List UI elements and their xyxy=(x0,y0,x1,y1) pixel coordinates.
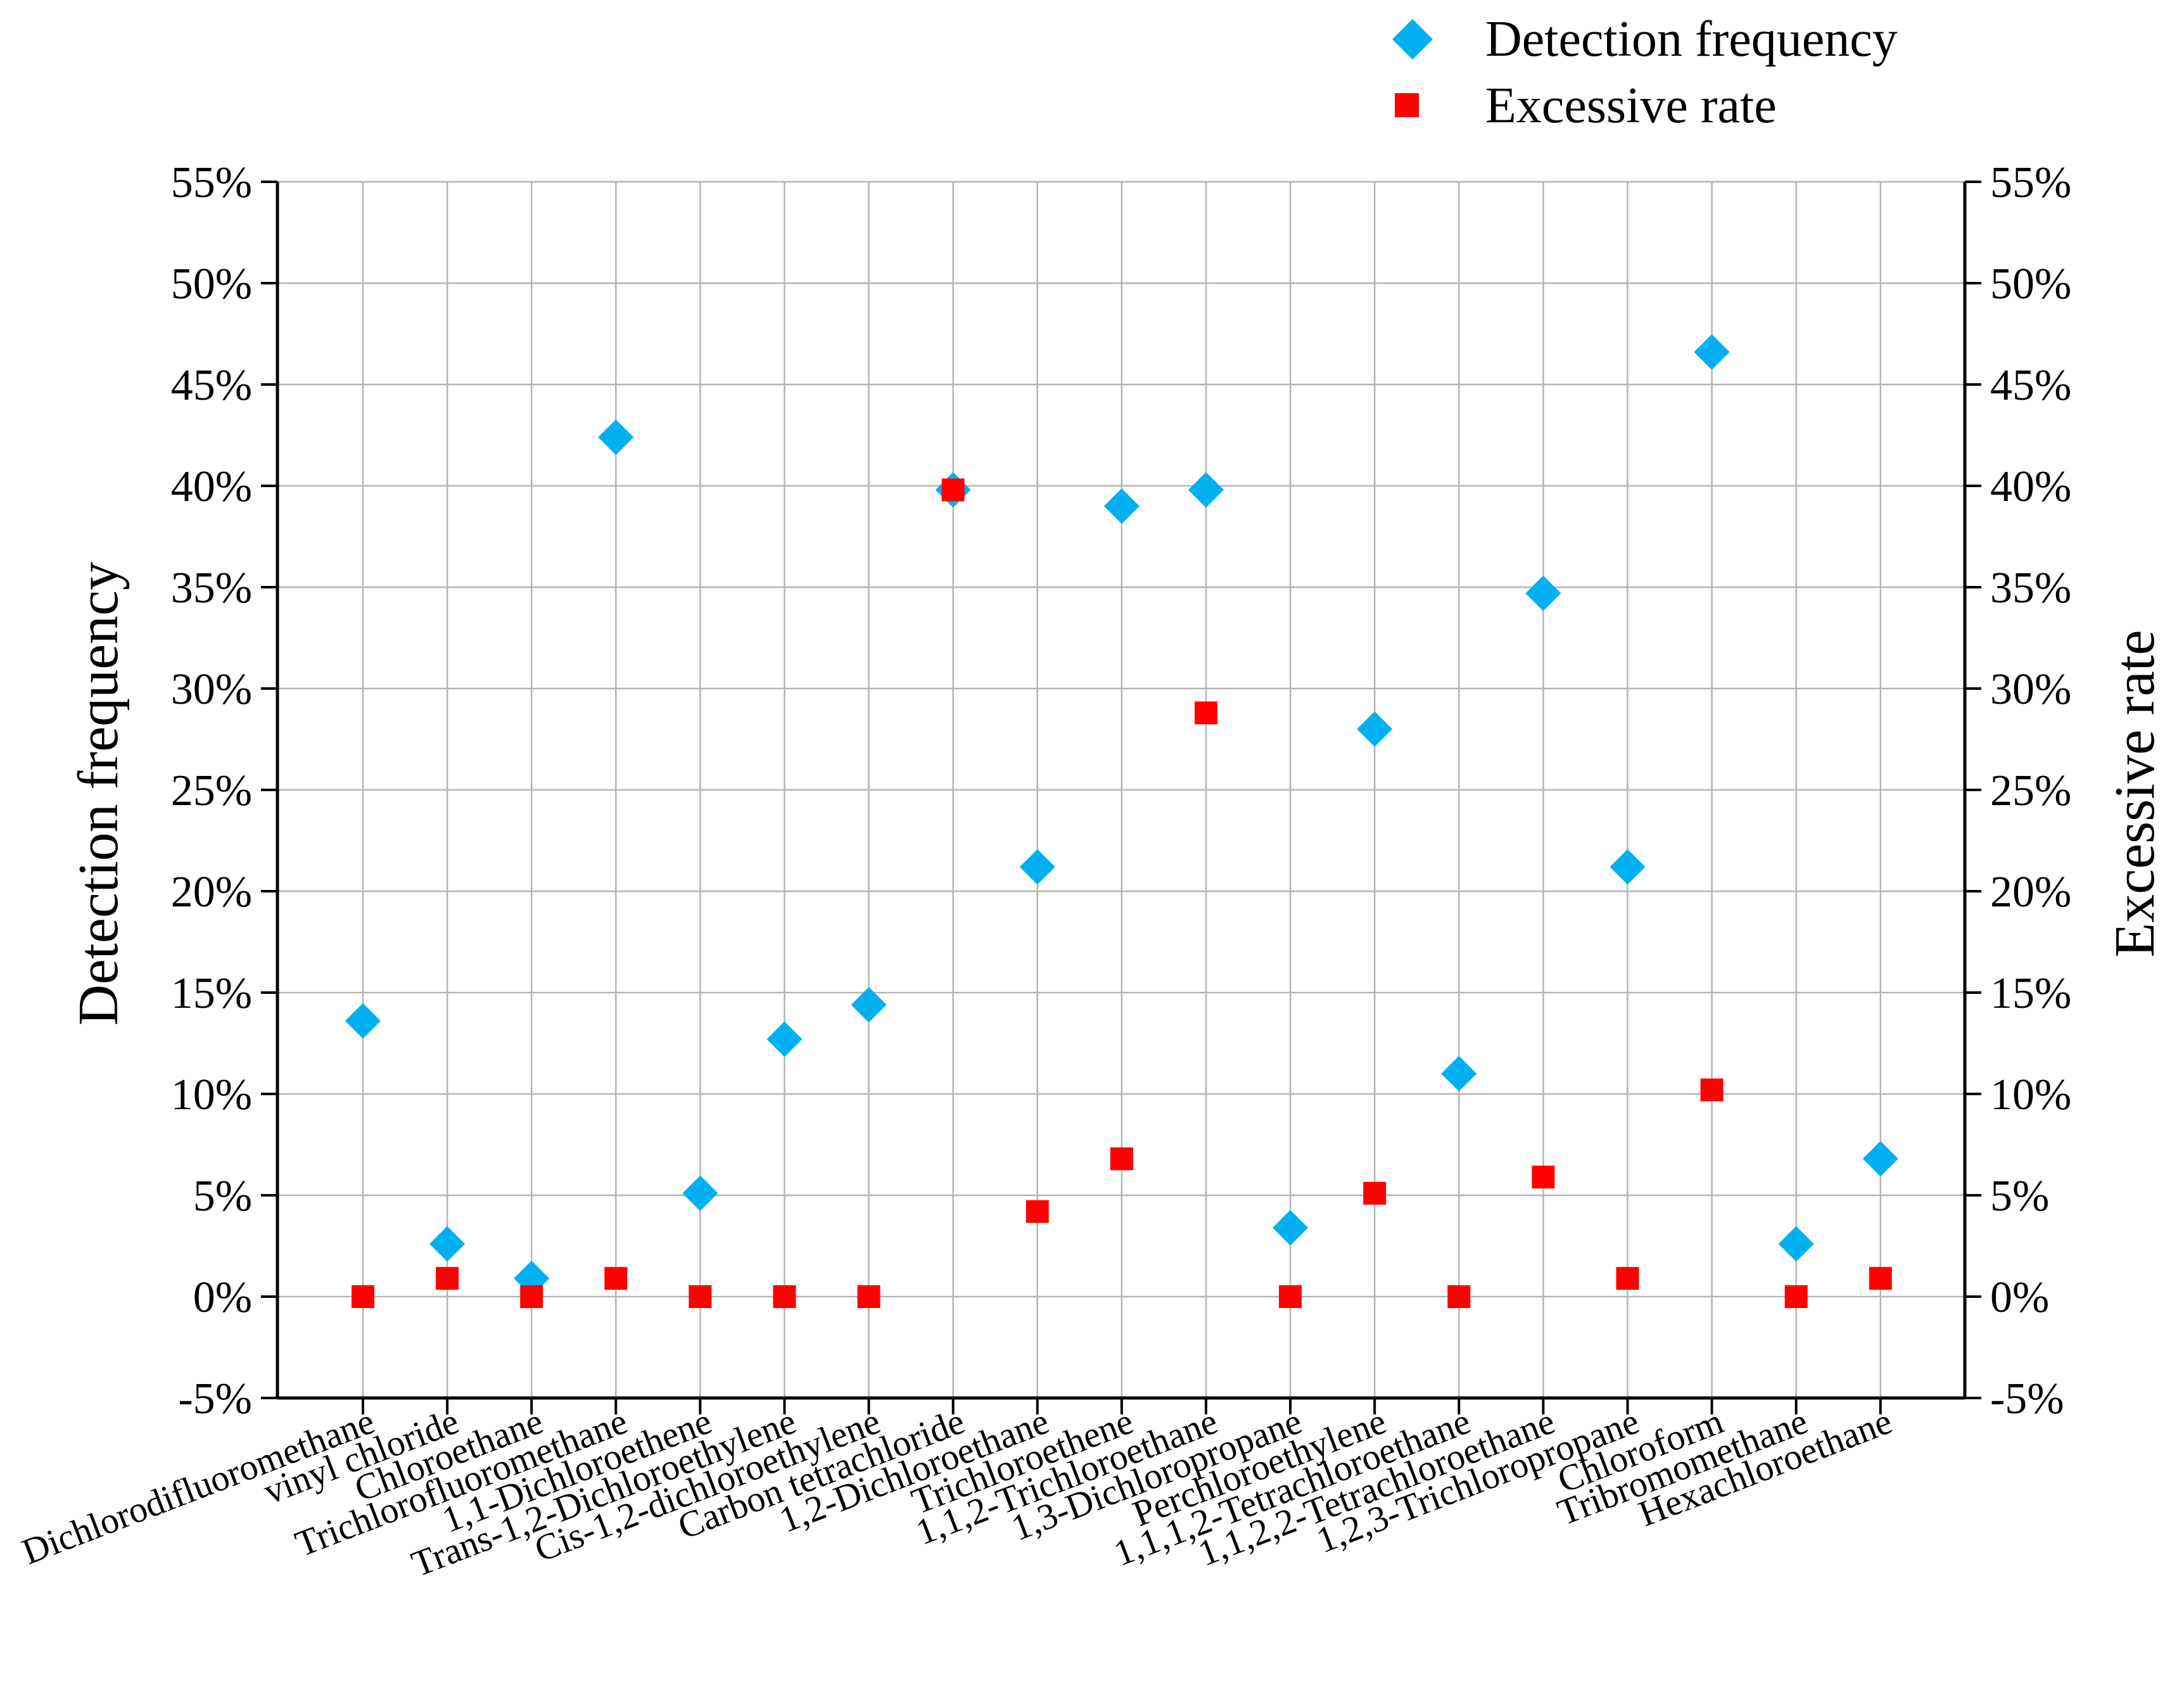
y-axis-title-left: Detection frequency xyxy=(67,562,130,1026)
point-excessive-rate-1-3-dichloropropane xyxy=(1279,1285,1302,1308)
point-detection-frequency-chloroform xyxy=(1694,334,1730,370)
legend: Detection frequency Excessive rate xyxy=(1392,11,1898,134)
y-tick-label-right: 25% xyxy=(1990,766,2071,815)
y-tick-label-right: 15% xyxy=(1990,969,2071,1018)
y-tick-label-left: 5% xyxy=(193,1172,252,1221)
y-tick-label-left: 40% xyxy=(171,462,252,511)
y-tick-label-right: 50% xyxy=(1990,260,2071,308)
point-detection-frequency-vinyl-chloride xyxy=(429,1226,466,1262)
point-detection-frequency-1-3-dichloropropane xyxy=(1273,1210,1309,1246)
point-excessive-rate-carbon-tetrachloride xyxy=(941,478,965,502)
point-detection-frequency-1-1-dichloroethene xyxy=(682,1175,718,1211)
legend-square-marker xyxy=(1395,93,1419,117)
legend-label-excessive-rate: Excessive rate xyxy=(1485,78,1777,134)
point-excessive-rate-chloroethane xyxy=(520,1285,543,1308)
y-tick-label-right: 30% xyxy=(1990,665,2071,714)
y-tick-label-left: 20% xyxy=(171,868,252,917)
point-excessive-rate-cis-1-2-dichloroethylene xyxy=(857,1285,880,1308)
grid-layer xyxy=(277,181,1965,1398)
point-detection-frequency-trichloroethene xyxy=(1103,488,1140,524)
y-tick-label-right: 45% xyxy=(1990,361,2071,410)
point-excessive-rate-1-1-dichloroethene xyxy=(689,1285,712,1308)
y-tick-label-left: 55% xyxy=(171,158,252,207)
y-tick-label-right: 40% xyxy=(1990,462,2071,511)
y-tick-label-right: 55% xyxy=(1990,158,2071,207)
point-excessive-rate-1-2-3-trichloropropane xyxy=(1616,1267,1639,1290)
point-excessive-rate-1-1-1-2-tetrachloroethane xyxy=(1447,1285,1471,1308)
y-tick-label-left: 25% xyxy=(171,766,252,815)
y-tick-label-left: 15% xyxy=(171,969,252,1018)
y-tick-label-right: 0% xyxy=(1990,1273,2049,1322)
point-excessive-rate-vinyl-chloride xyxy=(436,1267,459,1290)
legend-label-detection-frequency: Detection frequency xyxy=(1485,11,1898,67)
point-excessive-rate-1-1-2-trichloroethane xyxy=(1195,701,1217,725)
y-tick-label-left: 30% xyxy=(171,665,252,714)
point-excessive-rate-tribromomethane xyxy=(1784,1285,1808,1308)
y-tick-label-left: 0% xyxy=(193,1273,252,1322)
y-tick-label-left: 45% xyxy=(171,361,252,410)
point-excessive-rate-trichloroethene xyxy=(1110,1147,1133,1171)
point-detection-frequency-1-2-3-trichloropropane xyxy=(1609,849,1646,885)
point-detection-frequency-1-1-2-2-tetrachloroethane xyxy=(1525,575,1561,611)
point-detection-frequency-trichlorofluoromethane xyxy=(598,419,634,455)
point-detection-frequency-hexachloroethane xyxy=(1862,1141,1898,1177)
point-detection-frequency-tribromomethane xyxy=(1778,1226,1814,1262)
point-detection-frequency-perchloroethylene xyxy=(1357,711,1393,747)
mark-layer xyxy=(345,334,1898,1308)
point-detection-frequency-trans-1-2-dichloroethylene xyxy=(766,1021,803,1057)
y-tick-label-left: 10% xyxy=(171,1071,252,1119)
y-tick-label-left: -5% xyxy=(178,1375,252,1423)
y-axis-title-right: Excessive rate xyxy=(2104,630,2166,957)
y-tick-label-left: 35% xyxy=(171,564,252,613)
y-tick-label-right: 35% xyxy=(1990,564,2071,613)
point-excessive-rate-trans-1-2-dichloroethylene xyxy=(773,1285,796,1308)
point-detection-frequency-1-1-2-trichloroethane xyxy=(1188,472,1224,508)
point-excessive-rate-hexachloroethane xyxy=(1869,1267,1892,1290)
point-excessive-rate-1-2-dichloroethane xyxy=(1025,1200,1049,1223)
point-detection-frequency-1-2-dichloroethane xyxy=(1019,849,1055,885)
point-excessive-rate-dichlorodifluoromethane xyxy=(352,1285,374,1308)
point-detection-frequency-1-1-1-2-tetrachloroethane xyxy=(1441,1056,1477,1091)
y-tick-label-left: 50% xyxy=(171,260,252,308)
point-detection-frequency-cis-1-2-dichloroethylene xyxy=(851,987,887,1023)
point-detection-frequency-dichlorodifluoromethane xyxy=(345,1003,381,1039)
point-excessive-rate-trichlorofluoromethane xyxy=(604,1267,628,1290)
axis-layer xyxy=(261,181,1981,1414)
legend-diamond-marker xyxy=(1392,19,1433,60)
y-tick-label-right: 20% xyxy=(1990,868,2071,917)
y-tick-label-right: 10% xyxy=(1990,1071,2071,1119)
point-excessive-rate-1-1-2-2-tetrachloroethane xyxy=(1532,1166,1555,1189)
point-excessive-rate-chloroform xyxy=(1700,1078,1724,1102)
point-excessive-rate-perchloroethylene xyxy=(1363,1181,1387,1205)
y-tick-label-right: -5% xyxy=(1990,1375,2064,1423)
y-tick-label-right: 5% xyxy=(1990,1172,2049,1221)
